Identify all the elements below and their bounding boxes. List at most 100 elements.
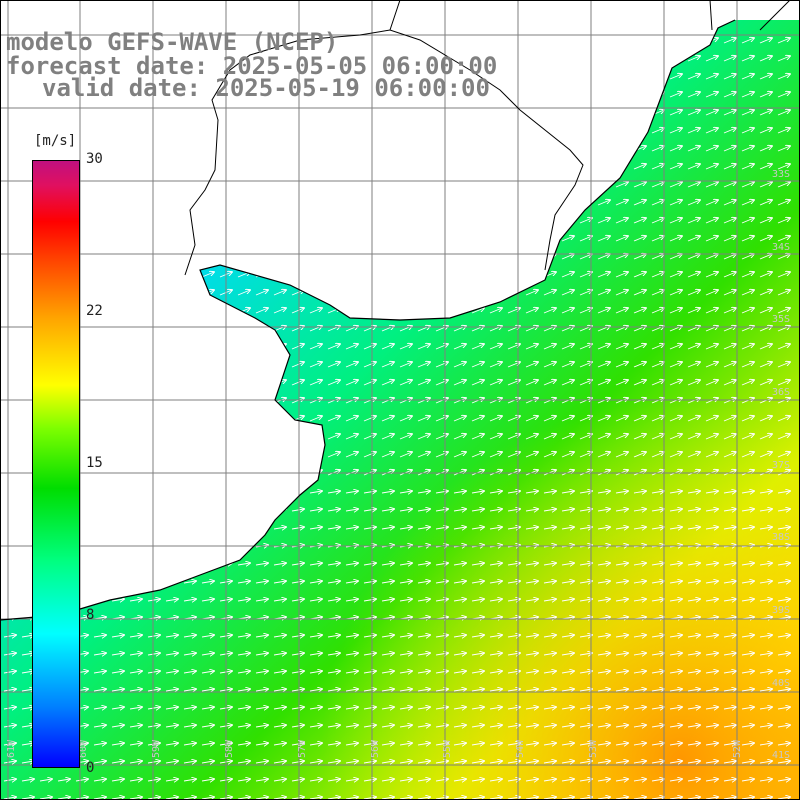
wind-arrow	[111, 653, 124, 655]
wind-arrow	[309, 218, 322, 224]
wind-arrow	[345, 38, 358, 44]
wind-arrow	[543, 362, 556, 368]
wind-arrow	[579, 56, 592, 62]
wind-arrow	[489, 308, 502, 314]
wind-arrow	[633, 254, 646, 260]
wind-arrow	[345, 635, 358, 637]
wind-arrow	[651, 236, 664, 242]
wind-arrow	[93, 218, 106, 224]
wind-arrow	[579, 581, 592, 583]
wind-arrow	[759, 146, 772, 152]
wind-arrow	[777, 509, 790, 511]
wind-arrow	[183, 581, 196, 583]
wind-arrow	[111, 146, 124, 152]
wind-arrow	[561, 290, 574, 296]
wind-arrow	[237, 380, 250, 386]
wind-arrow	[399, 653, 412, 655]
wind-arrow	[291, 362, 304, 368]
wind-arrow	[255, 182, 268, 188]
wind-arrow	[615, 236, 628, 242]
wind-arrow	[399, 491, 412, 493]
wind-arrow	[741, 380, 754, 386]
wind-arrow	[201, 362, 214, 368]
wind-arrow	[3, 491, 16, 493]
wind-arrow	[597, 110, 610, 116]
lat-label: 40S	[772, 678, 790, 689]
wind-arrow	[3, 128, 16, 134]
wind-arrow	[93, 380, 106, 386]
wind-arrow	[201, 509, 214, 511]
wind-arrow	[183, 380, 196, 386]
wind-arrow	[129, 308, 142, 314]
wind-arrow	[705, 254, 718, 260]
wind-arrow	[687, 182, 700, 188]
wind-arrow	[597, 38, 610, 44]
wind-arrow	[669, 380, 682, 386]
wind-arrow	[345, 200, 358, 206]
wind-arrow	[381, 599, 394, 601]
wind-arrow	[633, 38, 646, 44]
wind-arrow	[309, 362, 322, 368]
wind-arrow	[381, 491, 394, 493]
wind-arrow	[147, 110, 160, 116]
wind-arrow	[255, 527, 268, 529]
wind-arrow	[363, 452, 376, 458]
wind-arrow	[453, 164, 466, 170]
wind-arrow	[597, 635, 610, 637]
wind-arrow	[741, 581, 754, 583]
wind-arrow	[417, 527, 430, 529]
wind-arrow	[489, 146, 502, 152]
wind-arrow	[255, 491, 268, 493]
wind-arrow	[687, 164, 700, 170]
wind-arrow	[723, 182, 736, 188]
wind-arrow	[471, 491, 484, 493]
wind-arrow	[165, 653, 178, 655]
wind-arrow	[111, 362, 124, 368]
wind-arrow	[579, 491, 592, 493]
wind-arrow	[597, 290, 610, 296]
wind-arrow	[291, 200, 304, 206]
wind-arrow	[759, 380, 772, 386]
wind-arrow	[597, 527, 610, 529]
wind-arrow	[237, 434, 250, 440]
wind-arrow	[615, 452, 628, 458]
wind-arrow	[741, 509, 754, 511]
wind-arrow	[291, 272, 304, 278]
wind-arrow	[381, 452, 394, 458]
wind-arrow	[741, 38, 754, 44]
wind-arrow	[435, 236, 448, 242]
wind-arrow	[111, 200, 124, 206]
colorbar-tick: 22	[86, 303, 103, 319]
wind-arrow	[615, 92, 628, 98]
wind-arrow	[381, 416, 394, 422]
wind-arrow	[543, 74, 556, 80]
wind-arrow	[579, 452, 592, 458]
wind-arrow	[525, 491, 538, 493]
wind-arrow	[597, 509, 610, 511]
wind-arrow	[543, 182, 556, 188]
wind-arrow	[525, 56, 538, 62]
wind-arrow	[669, 236, 682, 242]
wind-arrow	[111, 635, 124, 637]
wind-arrow	[291, 236, 304, 242]
wind-arrow	[201, 581, 214, 583]
wind-arrow	[183, 509, 196, 511]
wind-arrow	[381, 236, 394, 242]
wind-arrow	[201, 218, 214, 224]
wind-arrow	[435, 434, 448, 440]
wind-arrow	[579, 344, 592, 350]
wind-arrow	[363, 653, 376, 655]
wind-arrow	[399, 581, 412, 583]
wind-arrow	[633, 362, 646, 368]
wind-arrow	[93, 110, 106, 116]
wind-arrow	[111, 164, 124, 170]
wind-arrow	[3, 599, 16, 601]
wind-arrow	[741, 362, 754, 368]
wind-arrow	[525, 653, 538, 655]
wind-arrow	[471, 128, 484, 134]
wind-arrow	[777, 56, 790, 62]
wind-arrow	[327, 491, 340, 493]
wind-arrow	[111, 563, 124, 565]
wind-arrow	[129, 218, 142, 224]
wind-arrow	[165, 509, 178, 511]
